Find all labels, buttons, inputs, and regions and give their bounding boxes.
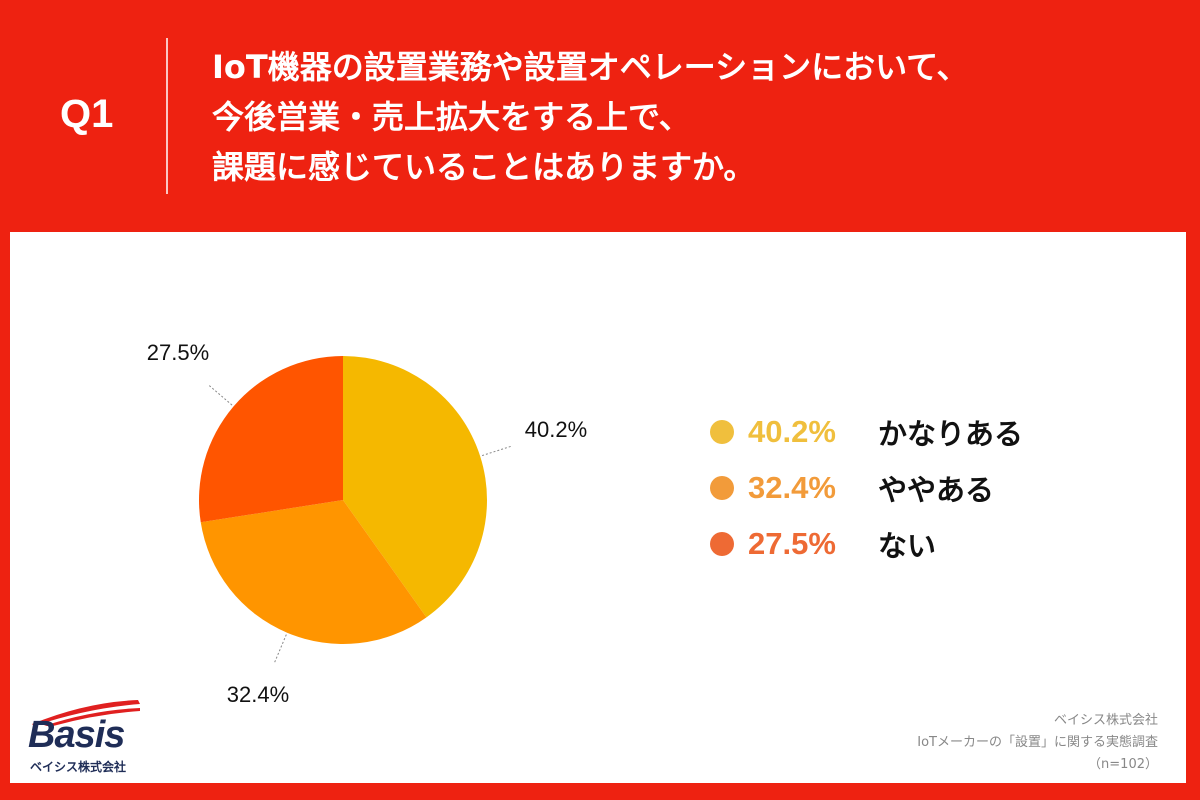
legend-label-1: かなりある	[878, 417, 1024, 451]
pie-slice-1	[343, 356, 487, 618]
logo-company-name: ベイシス株式会社	[30, 760, 127, 774]
legend-item-2: 32.4% ややある	[710, 460, 1023, 516]
question-line-3: 課題に感じていることはありますか。	[212, 148, 756, 186]
chart-panel: 40.2% 32.4% 27.5% 40.2% かなりある 32.4% ややある 2…	[10, 232, 1186, 783]
data-label-1: 40.2%	[525, 417, 587, 442]
leader-line-3	[208, 385, 233, 406]
leader-line-2	[274, 634, 287, 663]
legend-dot-3	[710, 532, 734, 556]
data-label-2: 32.4%	[227, 682, 289, 707]
pie-slice-2	[200, 500, 427, 644]
logo-swoosh-icon	[32, 700, 140, 726]
question-text: IoT機器の設置業務や設置オペレーションにおいて、 今後営業・売上拡大をする上で…	[212, 42, 969, 192]
question-line-2: 今後営業・売上拡大をする上で、	[212, 98, 691, 136]
legend-value-3: 27.5%	[748, 526, 836, 561]
legend-label-2: ややある	[878, 473, 995, 507]
chart-legend: 40.2% かなりある 32.4% ややある 27.5% ない	[710, 404, 1023, 572]
leader-line-1	[481, 445, 511, 457]
company-logo: Basis ベイシス株式会社	[26, 696, 146, 776]
logo-wordmark: Basis	[28, 714, 125, 756]
question-header: Q1 IoT機器の設置業務や設置オペレーションにおいて、 今後営業・売上拡大をす…	[0, 0, 1200, 232]
source-sample: （n=102）	[1088, 757, 1158, 772]
data-label-3: 27.5%	[147, 340, 209, 365]
source-survey: IoTメーカーの「設置」に関する実態調査	[917, 735, 1158, 750]
legend-item-1: 40.2% かなりある	[710, 404, 1023, 460]
question-number: Q1	[60, 92, 114, 136]
source-note: ベイシス株式会社 IoTメーカーの「設置」に関する実態調査 （n=102）	[917, 710, 1158, 776]
legend-label-3: ない	[878, 529, 937, 563]
header-divider	[166, 38, 168, 194]
legend-dot-1	[710, 420, 734, 444]
legend-value-1: 40.2%	[748, 414, 836, 449]
legend-dot-2	[710, 476, 734, 500]
question-line-1: IoT機器の設置業務や設置オペレーションにおいて、	[212, 48, 969, 86]
pie-chart: 40.2% 32.4% 27.5%	[147, 340, 587, 707]
legend-value-2: 32.4%	[748, 470, 836, 505]
pie-slice-3	[199, 356, 343, 523]
legend-item-3: 27.5% ない	[710, 516, 1023, 572]
source-company: ベイシス株式会社	[1053, 713, 1158, 728]
